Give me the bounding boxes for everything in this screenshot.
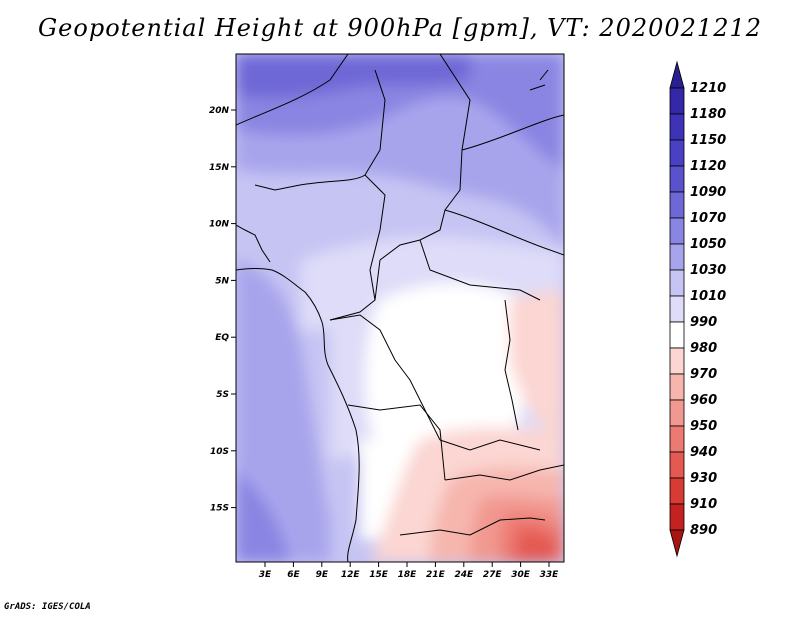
lon-tick-label: 24E [454, 570, 474, 580]
height-field [236, 54, 564, 562]
colorbar-swatch [669, 165, 685, 193]
lon-tick-label: 3E [259, 570, 272, 580]
map-frame [235, 53, 565, 563]
colorbar-swatch [669, 477, 685, 505]
colorbar-level-label: 1210 [690, 81, 726, 96]
lon-tick-label: 21E [426, 570, 446, 580]
colorbar-swatch [669, 217, 685, 245]
colorbar-swatch [669, 87, 685, 115]
lon-tick-label: 30E [511, 570, 531, 580]
colorbar-level-label: 990 [690, 315, 717, 330]
colorbar-swatch [669, 425, 685, 453]
lon-tick-label: 27E [483, 570, 503, 580]
lon-tick-label: 15E [369, 570, 389, 580]
colorbar-level-label: 1010 [690, 289, 726, 304]
lat-tick-label: 5N [215, 276, 229, 286]
colorbar-swatch [669, 243, 685, 271]
colorbar-level-label: 1050 [690, 237, 726, 252]
colorbar-level-label: 960 [690, 393, 717, 408]
latitude-axis: 20N 15N 10N 5N EQ 5S 10S 15S [209, 106, 236, 514]
colorbar-level-label: 970 [690, 367, 717, 382]
colorbar-level-label: 1070 [690, 211, 726, 226]
map-title: Geopotential Height at 900hPa [gpm], VT:… [38, 14, 762, 42]
lon-tick-label: 33E [540, 570, 560, 580]
colorbar-swatch [669, 529, 685, 558]
colorbar-level-label: 930 [690, 471, 717, 486]
colorbar-level-label: 950 [690, 419, 717, 434]
lon-tick-label: 12E [341, 570, 361, 580]
lat-tick-label: 5S [216, 390, 229, 400]
grads-credit: GrADS: IGES/COLA [4, 602, 91, 612]
lat-tick-label: 10N [209, 220, 230, 230]
colorbar-level-label: 1030 [690, 263, 726, 278]
colorbar-swatch [669, 399, 685, 427]
lat-tick-label: 15N [209, 163, 230, 173]
colorbar-level-label: 910 [690, 497, 717, 512]
colorbar-level-label: 1090 [690, 185, 726, 200]
lat-tick-label: 10S [210, 447, 229, 457]
colorbar-swatch [669, 503, 685, 531]
colorbar-level-label: 1120 [690, 159, 726, 174]
country-borders [236, 54, 564, 562]
colorbar-swatch [669, 191, 685, 219]
colorbar: 1210 1180 1150 1120 1090 1070 1050 1030 1010 990 9… [669, 60, 726, 558]
colorbar-swatch [669, 60, 685, 89]
colorbar-level-label: 940 [690, 445, 717, 460]
lat-tick-label: 20N [209, 106, 230, 116]
longitude-axis: 3E 6E 9E 12E 15E 18E 21E 24E 27E 30E 33E [259, 562, 559, 580]
colorbar-swatch [669, 139, 685, 167]
colorbar-level-label: 980 [690, 341, 717, 356]
colorbar-swatch [669, 113, 685, 141]
lat-tick-label: EQ [215, 333, 229, 343]
colorbar-level-label: 890 [690, 523, 717, 538]
colorbar-swatch [669, 269, 685, 297]
colorbar-swatch [669, 321, 685, 349]
colorbar-swatch [669, 451, 685, 479]
lon-tick-label: 18E [398, 570, 418, 580]
colorbar-swatch [669, 295, 685, 323]
colorbar-swatch [669, 347, 685, 375]
lat-tick-label: 15S [210, 504, 229, 514]
lon-tick-label: 6E [287, 570, 300, 580]
lon-tick-label: 9E [316, 570, 329, 580]
colorbar-level-label: 1150 [690, 133, 726, 148]
colorbar-level-label: 1180 [690, 107, 726, 122]
colorbar-swatch [669, 373, 685, 401]
